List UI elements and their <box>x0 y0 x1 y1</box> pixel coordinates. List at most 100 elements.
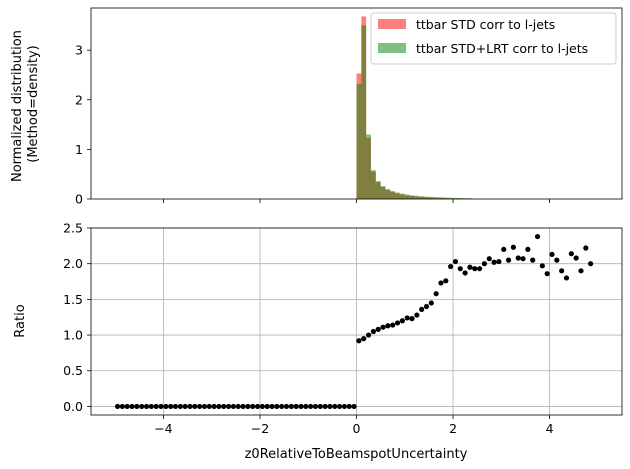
ratio-point-18 <box>201 403 208 410</box>
ratio-point-51 <box>361 336 367 342</box>
ratio-x-ticks: −4 −2 0 2 4 <box>154 415 554 436</box>
ratio-point-79 <box>496 258 502 265</box>
hist-bar-s1-22 <box>462 198 468 199</box>
legend: ttbar STD corr to l-jets ttbar STD+LRT c… <box>370 12 617 65</box>
ratio-point-0 <box>114 403 121 410</box>
hist-bar-s1-2 <box>366 134 371 199</box>
hist-bar-s1-12 <box>414 195 420 199</box>
hist-bar-s1-21 <box>457 198 463 199</box>
ratio-point-65 <box>428 300 434 306</box>
hist-bar-s1-7 <box>390 191 396 199</box>
ratio-point-33 <box>274 403 280 410</box>
ratio-point-90 <box>549 251 555 258</box>
ratio-point-88 <box>539 263 545 269</box>
histogram-y-ticks: 0 1 2 3 <box>75 43 91 207</box>
ratio-point-86 <box>530 257 536 263</box>
ratio-point-92 <box>559 268 565 274</box>
ratio-point-77 <box>486 256 492 262</box>
ratio-xtick-label-2: 0 <box>353 421 361 436</box>
ratio-point-43 <box>322 403 328 410</box>
ratio-point-87 <box>534 233 541 240</box>
ratio-point-35 <box>283 403 290 410</box>
ratio-ytick-label-2: 1.0 <box>63 328 83 343</box>
legend-label-std-lrt: ttbar STD+LRT corr to l-jets <box>416 41 588 56</box>
ratio-point-96 <box>578 268 584 274</box>
ratio-point-8 <box>153 403 159 410</box>
ratio-point-58 <box>394 320 401 326</box>
ratio-ytick-label-5: 2.5 <box>63 221 83 236</box>
ratio-xtick-label-1: −2 <box>251 421 269 436</box>
hist-bar-s1-18 <box>443 197 449 199</box>
ratio-x-label: z0RelativeToBeamspotUncertainty <box>245 447 468 462</box>
ratio-point-25 <box>235 403 241 410</box>
ratio-point-56 <box>385 323 391 329</box>
ratio-ytick-label-4: 2.0 <box>63 256 83 271</box>
ratio-point-45 <box>332 403 338 410</box>
hist-bar-s1-1 <box>361 25 367 200</box>
ratio-point-81 <box>505 257 512 263</box>
ratio-ytick-label-3: 1.5 <box>63 292 83 307</box>
ratio-point-41 <box>312 403 319 410</box>
ratio-point-4 <box>134 403 140 410</box>
hist-bar-s1-15 <box>428 196 434 199</box>
ratio-point-9 <box>158 403 164 410</box>
ratio-point-11 <box>168 403 174 410</box>
ratio-point-62 <box>414 312 420 318</box>
ratio-point-95 <box>573 255 579 261</box>
ratio-panel: 0.0 0.5 1.0 1.5 2.0 2.5 −4 −2 0 2 4 Ratio z0Relat… <box>13 221 623 462</box>
ratio-point-80 <box>501 246 507 253</box>
ratio-point-85 <box>525 246 531 253</box>
ratio-point-74 <box>472 266 478 272</box>
ratio-point-69 <box>448 263 454 270</box>
ratio-point-14 <box>182 403 188 410</box>
ratio-point-27 <box>245 403 251 410</box>
hist-bar-s1-11 <box>409 195 415 199</box>
histogram-y-label: Normalized distribution (Method=density) <box>10 26 41 182</box>
ratio-point-24 <box>230 403 237 410</box>
ratio-point-5 <box>139 403 145 410</box>
hist-bar-s1-17 <box>438 197 444 199</box>
ratio-point-73 <box>467 264 473 270</box>
ratio-point-1 <box>119 403 125 410</box>
histogram-y-label-line-2: (Method=density) <box>26 45 41 162</box>
histogram-x-ticks <box>163 199 550 203</box>
ratio-xtick-label-0: −4 <box>154 421 172 436</box>
hist-bar-s1-5 <box>380 186 386 199</box>
hist-bar-s1-19 <box>448 197 454 199</box>
ratio-points <box>114 233 594 410</box>
ratio-point-76 <box>481 261 488 267</box>
ratio-point-44 <box>327 403 333 410</box>
ratio-xtick-label-3: 2 <box>449 421 457 436</box>
ratio-point-63 <box>419 306 425 312</box>
ratio-point-6 <box>143 403 150 410</box>
hist-bar-s1-9 <box>399 193 405 199</box>
ratio-point-60 <box>404 315 410 321</box>
ratio-point-34 <box>279 403 285 410</box>
ratio-point-13 <box>177 403 183 410</box>
ratio-point-72 <box>462 270 468 276</box>
legend-box <box>370 12 617 65</box>
ratio-point-70 <box>452 258 459 265</box>
ratio-point-67 <box>438 280 444 286</box>
ratio-point-97 <box>583 245 589 251</box>
ratio-point-53 <box>370 328 376 335</box>
histogram-frame <box>90 7 623 200</box>
ratio-point-19 <box>206 403 212 410</box>
ratio-point-15 <box>187 403 193 410</box>
ratio-point-3 <box>129 403 135 410</box>
ratio-point-31 <box>264 403 270 410</box>
ratio-point-71 <box>457 266 463 272</box>
hist-bar-s1-13 <box>419 196 425 199</box>
ratio-point-84 <box>520 256 526 262</box>
ratio-point-98 <box>588 261 594 267</box>
hist-bar-s1-14 <box>424 196 429 199</box>
ratio-frame <box>90 227 623 416</box>
hist-bar-s1-20 <box>453 197 458 199</box>
ratio-point-21 <box>216 403 222 410</box>
ratio-point-7 <box>148 403 154 410</box>
legend-swatch-std-lrt <box>378 43 406 53</box>
ratio-point-39 <box>303 403 309 410</box>
ratio-point-22 <box>221 403 227 410</box>
histogram-y-label-line-1: Normalized distribution <box>10 30 25 182</box>
ratio-ytick-label-0: 0.0 <box>63 399 83 414</box>
